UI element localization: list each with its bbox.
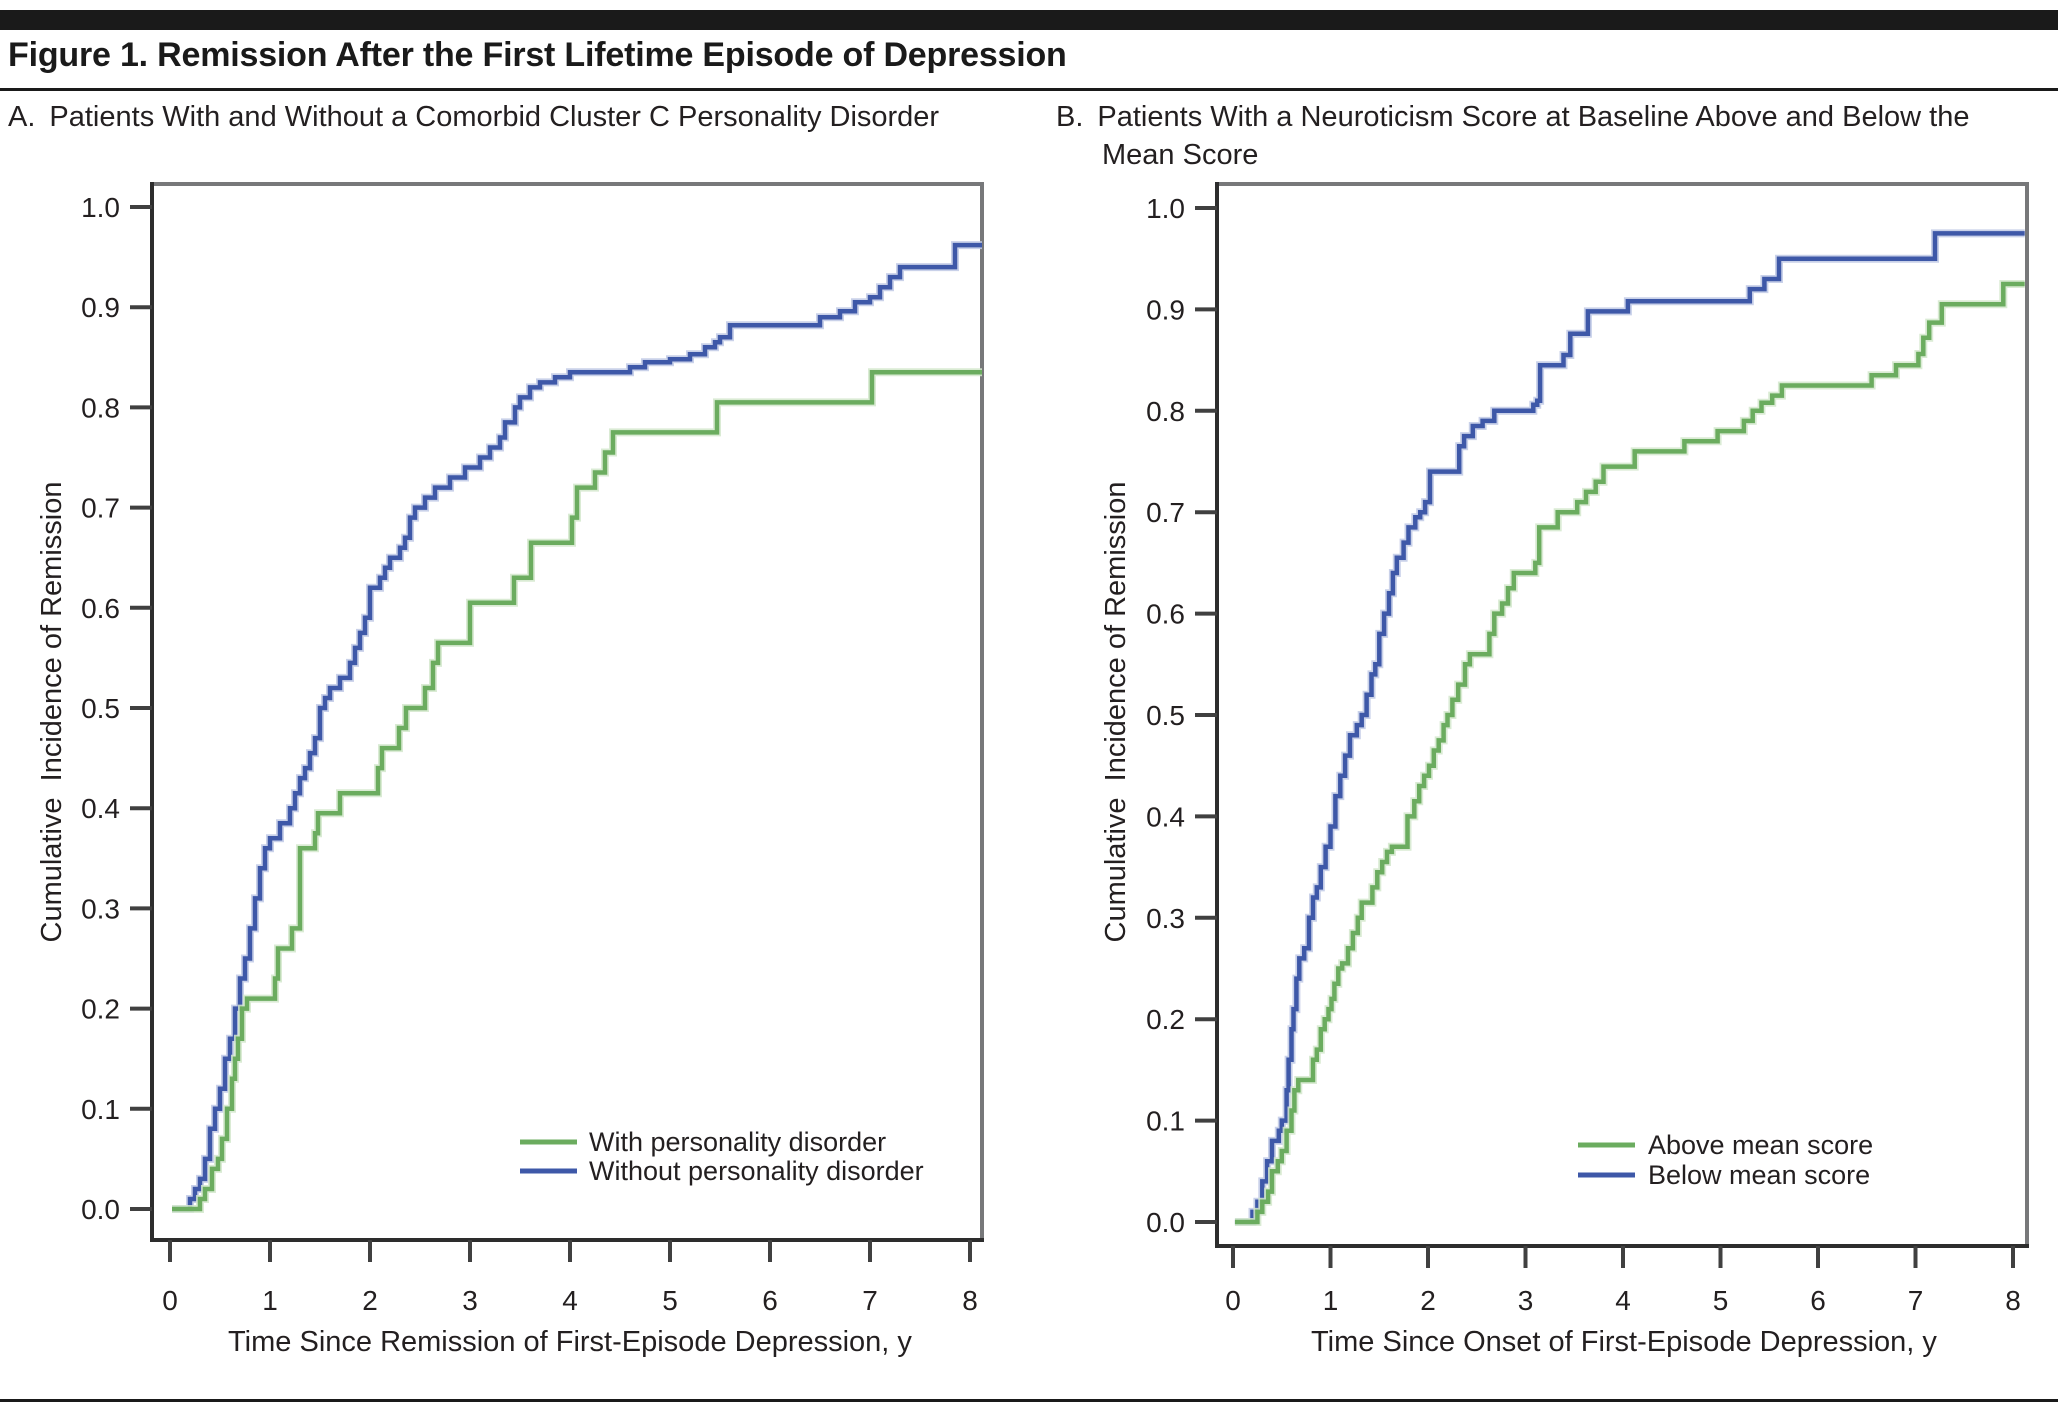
x-tick-label: 4	[1615, 1285, 1631, 1316]
curve-without-personality-disorder	[172, 242, 982, 1212]
panel-b-x-axis-title: Time Since Onset of First-Episode Depres…	[1311, 1326, 1937, 1358]
x-tick-label: 1	[262, 1285, 278, 1316]
panel-b-title: B. Patients With a Neuroticism Score at B…	[1056, 98, 2042, 174]
x-tick-label: 8	[2005, 1285, 2021, 1316]
panel-b-title-text: Patients With a Neuroticism Score at Bas…	[1097, 101, 1970, 171]
panel-a-x-axis-title: Time Since Remission of First-Episode De…	[228, 1326, 912, 1358]
curve-above-mean-score	[1234, 281, 2025, 1225]
x-tick-label: 8	[962, 1285, 978, 1316]
figure-bottom-rule	[0, 1399, 2058, 1402]
panel-a-title: A. Patients With and Without a Comorbid C…	[8, 98, 1038, 136]
x-tick-label: 7	[862, 1285, 878, 1316]
y-tick-label: 0.0	[81, 1194, 120, 1225]
plot-frame	[1215, 182, 2029, 1248]
y-tick-label: 0.8	[1146, 396, 1185, 427]
y-tick-label: 0.6	[81, 593, 120, 624]
curve-below-mean-score	[1234, 231, 2025, 1225]
curve-halo-below-mean-score	[1234, 229, 2025, 1226]
y-tick-label: 0.7	[81, 493, 120, 524]
y-tick-label: 1.0	[81, 192, 120, 223]
x-tick-label: 3	[1518, 1285, 1534, 1316]
y-tick-label: 0.1	[1146, 1106, 1185, 1137]
y-tick-label: 0.8	[81, 392, 120, 423]
legend-label-with-personality-disorder: With personality disorder	[589, 1127, 886, 1157]
panel-a-label: A.	[8, 101, 36, 133]
legend-label-without-personality-disorder: Without personality disorder	[589, 1156, 924, 1186]
y-tick-label: 0.3	[81, 893, 120, 924]
x-tick-label: 0	[162, 1285, 178, 1316]
y-tick-label: 0.6	[1146, 599, 1185, 630]
y-tick-label: 0.9	[1146, 294, 1185, 325]
x-tick-label: 4	[562, 1285, 578, 1316]
y-tick-label: 0.5	[81, 693, 120, 724]
y-tick-label: 0.5	[1146, 700, 1185, 731]
title-rule	[0, 88, 2058, 91]
y-tick-label: 0.0	[1146, 1207, 1185, 1238]
y-tick-label: 1.0	[1146, 193, 1185, 224]
y-tick-label: 0.2	[81, 994, 120, 1025]
x-tick-label: 5	[662, 1285, 678, 1316]
curve-with-personality-disorder	[172, 370, 982, 1212]
figure-title: Figure 1. Remission After the First Life…	[8, 36, 1067, 74]
y-tick-label: 0.1	[81, 1094, 120, 1125]
panel-a-title-text: Patients With and Without a Comorbid Clu…	[49, 101, 940, 133]
panel-b-label: B.	[1056, 101, 1084, 133]
x-tick-label: 7	[1908, 1285, 1924, 1316]
legend-label-below-mean-score: Below mean score	[1648, 1160, 1870, 1190]
y-tick-label: 0.9	[81, 292, 120, 323]
legend-label-above-mean-score: Above mean score	[1648, 1130, 1873, 1160]
y-tick-label: 0.4	[1146, 801, 1185, 832]
y-tick-label: 0.7	[1146, 497, 1185, 528]
x-tick-label: 2	[1420, 1285, 1436, 1316]
curve-halo-without-personality-disorder	[172, 241, 982, 1213]
y-tick-label: 0.4	[81, 793, 120, 824]
x-tick-label: 2	[362, 1285, 378, 1316]
x-tick-label: 6	[762, 1285, 778, 1316]
figure-top-bar	[0, 10, 2058, 30]
plot-frame	[150, 182, 984, 1242]
x-tick-label: 3	[462, 1285, 478, 1316]
x-tick-label: 6	[1810, 1285, 1826, 1316]
y-tick-label: 0.3	[1146, 903, 1185, 934]
y-tick-label: 0.2	[1146, 1004, 1185, 1035]
x-tick-label: 0	[1225, 1285, 1241, 1316]
x-tick-label: 1	[1323, 1285, 1339, 1316]
x-tick-label: 5	[1713, 1285, 1729, 1316]
